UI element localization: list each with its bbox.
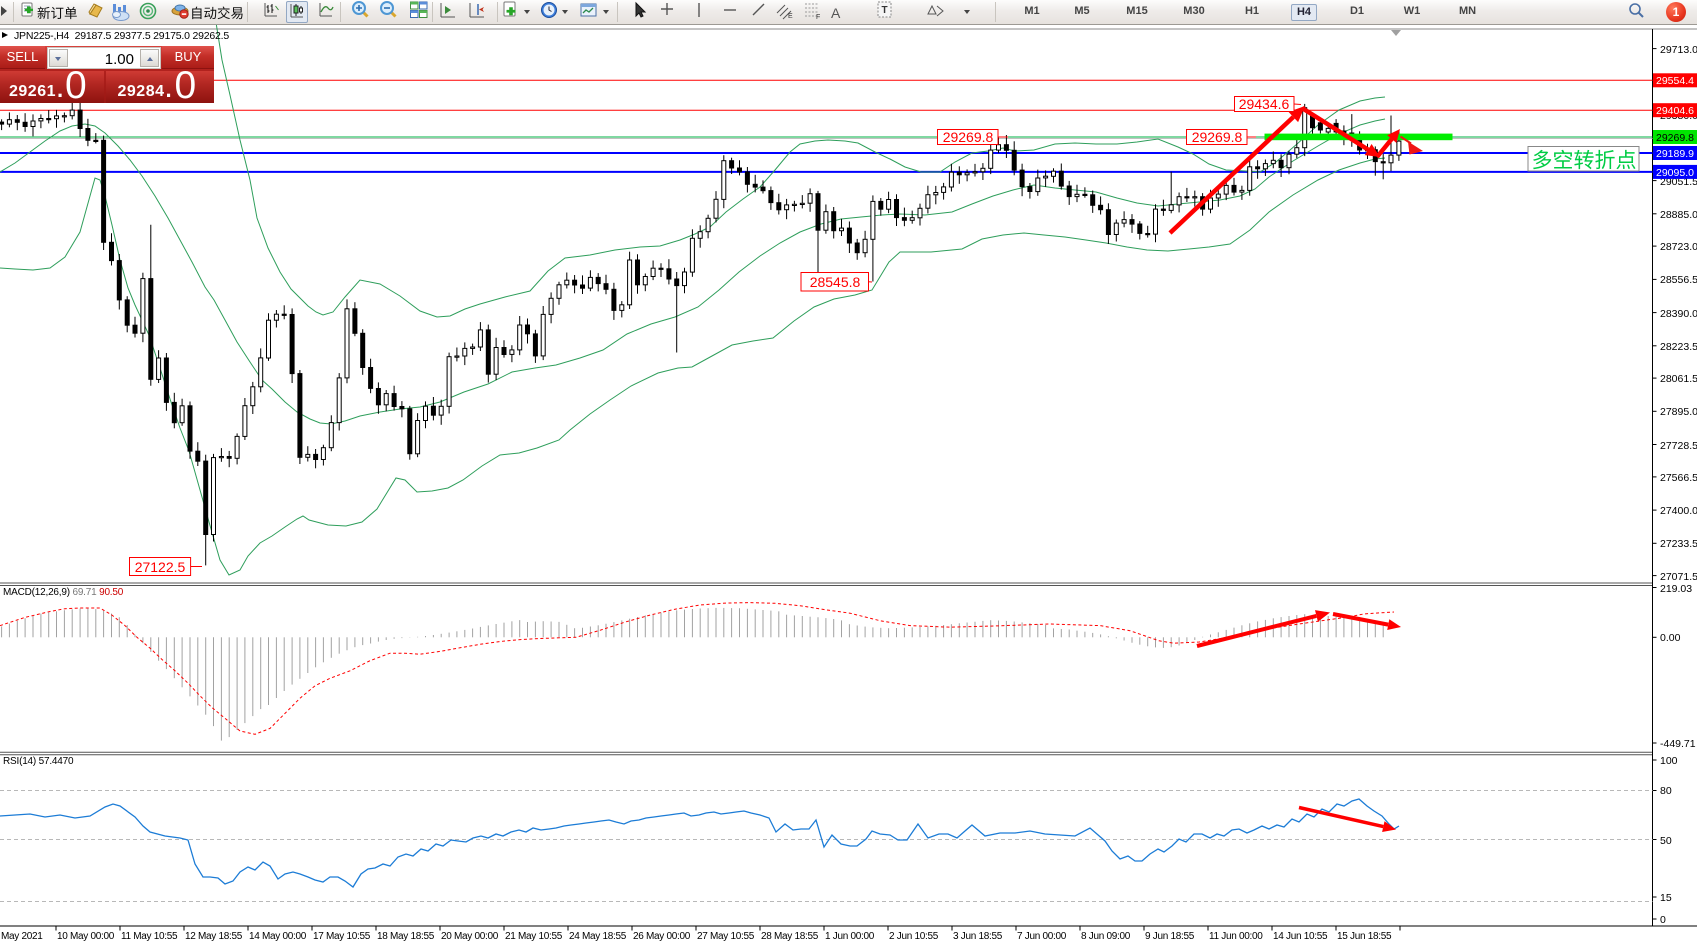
svg-text:28061.5: 28061.5 — [1660, 373, 1697, 385]
svg-text:27728.5: 27728.5 — [1660, 440, 1697, 452]
svg-text:2 Jun 10:55: 2 Jun 10:55 — [889, 931, 939, 942]
svg-text:29554.4: 29554.4 — [1656, 75, 1694, 87]
svg-text:29051.5: 29051.5 — [1660, 176, 1697, 188]
svg-text:JPN225-,H4 29187.5 29377.5 29: JPN225-,H4 29187.5 29377.5 29175.0 29262… — [14, 30, 229, 42]
svg-text:-449.71: -449.71 — [1660, 738, 1696, 750]
svg-text:21 May 10:55: 21 May 10:55 — [505, 931, 563, 942]
svg-text:0.00: 0.00 — [1660, 632, 1681, 644]
svg-text:14 May 00:00: 14 May 00:00 — [249, 931, 307, 942]
svg-text:29095.0: 29095.0 — [1656, 167, 1694, 179]
svg-text:1 Jun 00:00: 1 Jun 00:00 — [825, 931, 875, 942]
svg-text:27566.5: 27566.5 — [1660, 472, 1697, 484]
svg-text:28723.0: 28723.0 — [1660, 241, 1697, 253]
svg-text:27400.0: 27400.0 — [1660, 505, 1697, 517]
svg-text:29269.8: 29269.8 — [1656, 132, 1694, 144]
svg-text:May 2021: May 2021 — [1, 931, 43, 942]
svg-text:80: 80 — [1660, 785, 1672, 797]
svg-text:8 Jun 09:00: 8 Jun 09:00 — [1081, 931, 1131, 942]
svg-text:MACD(12,26,9) 69.71 90.50: MACD(12,26,9) 69.71 90.50 — [3, 587, 124, 598]
svg-text:7 Jun 00:00: 7 Jun 00:00 — [1017, 931, 1067, 942]
svg-text:0: 0 — [1660, 914, 1666, 926]
svg-text:10 May 00:00: 10 May 00:00 — [57, 931, 115, 942]
svg-text:RSI(14) 57.4470: RSI(14) 57.4470 — [3, 756, 74, 767]
svg-text:9 Jun 18:55: 9 Jun 18:55 — [1145, 931, 1195, 942]
svg-text:F: F — [816, 14, 820, 21]
svg-text:11 May 10:55: 11 May 10:55 — [121, 931, 178, 942]
svg-text:20 May 00:00: 20 May 00:00 — [441, 931, 499, 942]
svg-text:28223.5: 28223.5 — [1660, 341, 1697, 353]
svg-text:12 May 18:55: 12 May 18:55 — [185, 931, 243, 942]
svg-text:29713.0: 29713.0 — [1660, 44, 1697, 56]
svg-text:100: 100 — [1660, 755, 1678, 767]
svg-text:27122.5: 27122.5 — [135, 559, 186, 575]
svg-text:28556.5: 28556.5 — [1660, 274, 1697, 286]
svg-text:29434.6: 29434.6 — [1239, 96, 1290, 112]
svg-text:17 May 10:55: 17 May 10:55 — [313, 931, 371, 942]
svg-text:11 Jun 00:00: 11 Jun 00:00 — [1209, 931, 1263, 942]
svg-text:29404.6: 29404.6 — [1656, 105, 1694, 117]
svg-text:50: 50 — [1660, 835, 1672, 847]
svg-text:29189.9: 29189.9 — [1656, 148, 1694, 160]
svg-text:27895.0: 27895.0 — [1660, 406, 1697, 418]
svg-text:3 Jun 18:55: 3 Jun 18:55 — [953, 931, 1003, 942]
svg-text:24 May 18:55: 24 May 18:55 — [569, 931, 627, 942]
svg-text:15 Jun 18:55: 15 Jun 18:55 — [1337, 931, 1392, 942]
svg-text:18 May 18:55: 18 May 18:55 — [377, 931, 435, 942]
svg-text:T: T — [881, 5, 887, 16]
svg-text:28 May 18:55: 28 May 18:55 — [761, 931, 819, 942]
svg-text:27233.5: 27233.5 — [1660, 538, 1697, 550]
svg-text:28390.0: 28390.0 — [1660, 308, 1697, 320]
svg-text:29269.8: 29269.8 — [943, 129, 994, 145]
svg-text:26 May 00:00: 26 May 00:00 — [633, 931, 691, 942]
svg-text:15: 15 — [1660, 892, 1672, 904]
svg-text:27 May 10:55: 27 May 10:55 — [697, 931, 755, 942]
svg-text:29269.8: 29269.8 — [1192, 129, 1243, 145]
svg-text:27071.5: 27071.5 — [1660, 571, 1697, 583]
svg-text:14 Jun 10:55: 14 Jun 10:55 — [1273, 931, 1328, 942]
svg-text:219.03: 219.03 — [1660, 583, 1692, 595]
svg-text:28545.8: 28545.8 — [810, 274, 861, 290]
svg-text:E: E — [788, 13, 793, 20]
svg-text:28885.0: 28885.0 — [1660, 209, 1697, 221]
